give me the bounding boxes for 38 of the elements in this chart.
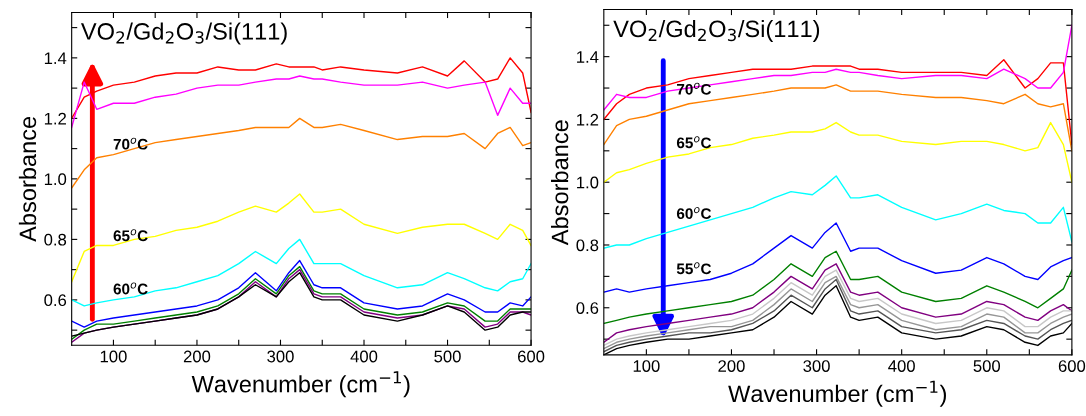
x-tick-label: 400 — [888, 360, 915, 372]
y-axis-title: Absorbance — [18, 116, 37, 242]
y-tick-label: 0.8 — [44, 233, 67, 246]
y-tick-label: 0.8 — [576, 239, 599, 252]
line-series — [71, 259, 532, 328]
x-tick-label: 500 — [434, 350, 461, 363]
x-tick-label: 400 — [350, 350, 378, 363]
chart-title: VO$_{2}$/Gd$_{2}$O$_{3}$/Si(111) — [613, 19, 820, 42]
x-tick-label: 200 — [718, 360, 745, 372]
y-axis-title: Absorbance — [551, 120, 569, 246]
x-tick-label: 100 — [100, 350, 127, 363]
y-tick-label: 1.4 — [577, 51, 599, 63]
x-tick-label: 100 — [633, 360, 660, 372]
x-tick-label: 300 — [803, 360, 830, 372]
y-tick-label: 1.0 — [44, 173, 67, 186]
x-tick-label: 200 — [183, 350, 211, 363]
chart-title: VO$_{2}$/Gd$_{2}$O$_{3}$/Si(111) — [80, 22, 287, 45]
line-series — [71, 117, 532, 189]
x-tick-label: 500 — [973, 360, 1001, 372]
annotation: 55$^{o}$C — [676, 262, 712, 275]
y-tick-label: 0.6 — [44, 294, 67, 307]
line-series — [603, 250, 1072, 325]
line-series — [71, 193, 532, 283]
x-tick-label: 600 — [1058, 360, 1086, 372]
annotation: 65$^{o}$C — [676, 136, 712, 149]
y-tick-label: 0.6 — [576, 302, 599, 314]
x-tick-label: 600 — [518, 350, 545, 363]
line-series — [603, 175, 1072, 249]
y-tick-label: 1.0 — [577, 176, 599, 189]
annotation: 60$^{o}$C — [676, 207, 712, 220]
x-axis-title: Wavenumber (cm$^{−1}$) — [191, 371, 410, 398]
y-tick-label: 1.2 — [44, 112, 66, 125]
x-tick-label: 300 — [267, 350, 294, 363]
y-tick-label: 1.2 — [577, 113, 599, 126]
line-series — [603, 121, 1072, 183]
y-tick-label: 1.4 — [44, 52, 67, 64]
annotation: 60$^{o}$C — [113, 282, 148, 295]
x-axis-title: Wavenumber (cm$^{−1}$) — [728, 380, 946, 407]
